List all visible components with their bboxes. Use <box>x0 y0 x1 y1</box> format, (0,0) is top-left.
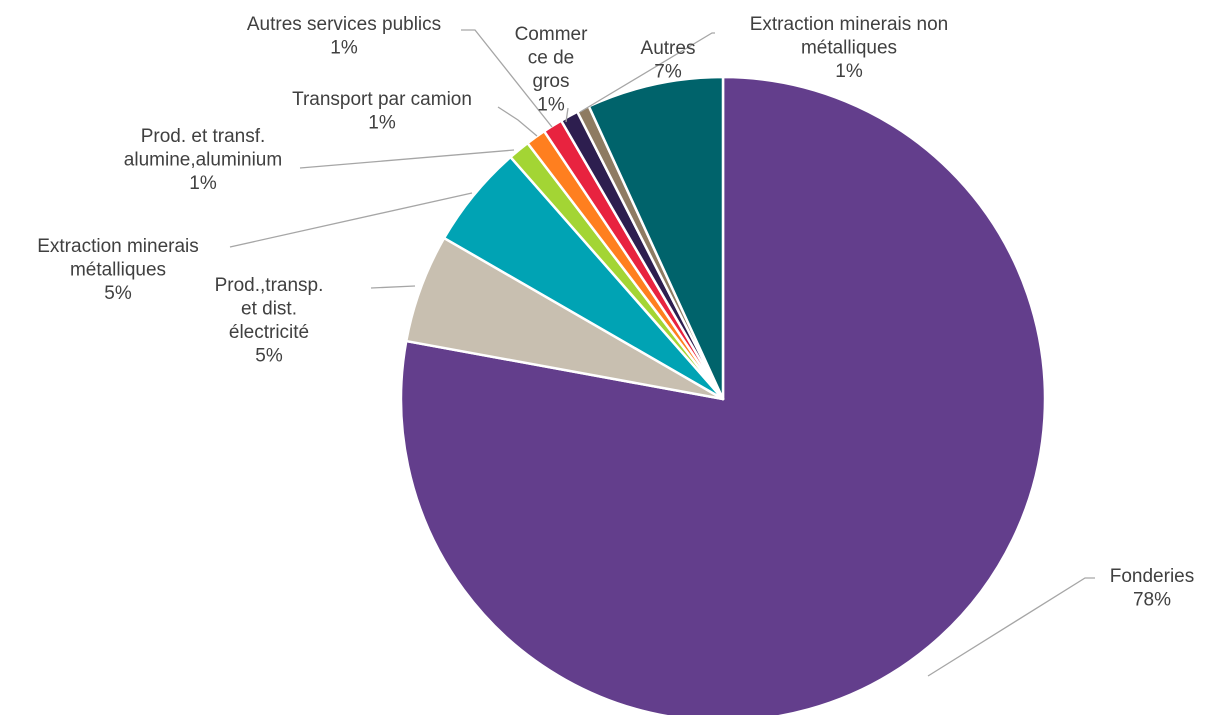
data-label-line: Autres <box>641 38 696 59</box>
data-label-line: Prod.,transp. <box>215 275 324 296</box>
data-label-prod-et-transf-alumine-aluminium: Prod. et transf. alumine,aluminium 1% <box>124 126 282 194</box>
data-label-line: Prod. et transf. <box>141 126 266 147</box>
leader-line-extraction-minerais-non-metalliques <box>579 32 715 113</box>
data-label-autres-services-publics: Autres services publics 1% <box>247 14 441 59</box>
data-label-line: 1% <box>368 113 396 134</box>
data-label-line: Autres services publics <box>247 14 441 35</box>
data-label-line: 7% <box>654 62 682 83</box>
leader-line-commerce-de-gros <box>565 107 569 123</box>
data-label-autres: Autres 7% <box>641 38 696 83</box>
data-label-extraction-minerais-non-metalliques: Extraction minerais non métalliques 1% <box>750 14 949 82</box>
data-label-line: 1% <box>189 173 217 194</box>
data-label-line: métalliques <box>801 38 897 59</box>
pie-slices <box>399 75 1047 715</box>
data-label-transport-par-camion: Transport par camion 1% <box>292 89 472 134</box>
data-label-line: Extraction minerais non <box>750 14 949 35</box>
data-label-line: ce de <box>528 48 574 69</box>
data-label-prod-transp-et-dist-electricite: Prod.,transp. et dist. électricité 5% <box>215 275 324 367</box>
data-labels: Fonderies 78% Prod.,transp. et dist. électri… <box>37 14 1194 611</box>
data-label-line: Fonderies <box>1110 566 1195 587</box>
leader-line-transport-par-camion <box>497 106 538 137</box>
data-label-line: Extraction minerais <box>37 236 199 257</box>
data-label-line: et dist. <box>241 299 297 320</box>
data-label-line: Transport par camion <box>292 89 472 110</box>
data-label-line: Commer <box>515 24 589 45</box>
leader-lines <box>229 29 1095 677</box>
data-label-line: 78% <box>1133 590 1171 611</box>
data-label-line: 1% <box>835 61 863 82</box>
data-label-fonderies: Fonderies 78% <box>1110 566 1195 611</box>
data-label-line: 1% <box>537 95 565 116</box>
leader-line-fonderies <box>927 577 1095 677</box>
data-label-line: électricité <box>229 322 309 343</box>
leader-line-extraction-minerais-metalliques <box>229 192 473 248</box>
leader-line-prod-et-transf-alumine-aluminium <box>299 149 515 169</box>
data-label-extraction-minerais-metalliques: Extraction minerais métalliques 5% <box>37 236 199 304</box>
leader-line-autres-services-publics <box>461 29 553 128</box>
data-label-line: 5% <box>104 283 132 304</box>
data-label-line: 5% <box>255 346 283 367</box>
data-label-line: métalliques <box>70 260 166 281</box>
data-label-line: 1% <box>330 38 358 59</box>
leader-line-prod-transp-et-dist-electricite <box>370 285 416 289</box>
data-label-line: gros <box>533 71 570 92</box>
data-label-line: alumine,aluminium <box>124 150 282 171</box>
data-label-commerce-de-gros: Commer ce de gros 1% <box>515 24 589 116</box>
